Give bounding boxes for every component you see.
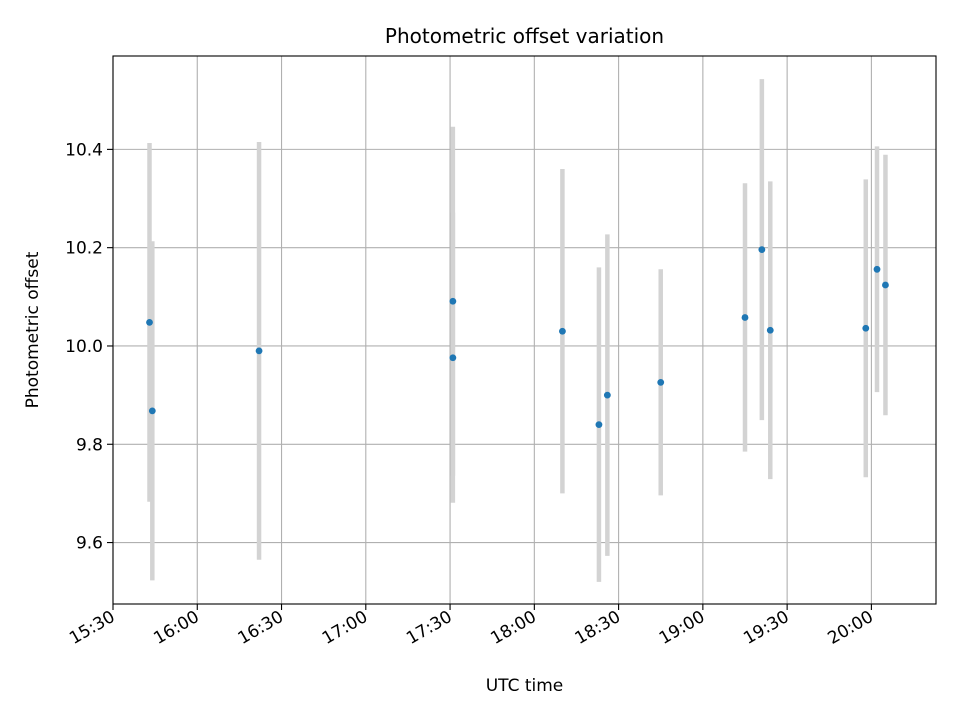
y-axis-label: Photometric offset: [23, 251, 43, 408]
grid: [112, 56, 936, 604]
data-point: [766, 326, 774, 334]
data-point: [603, 391, 611, 399]
data-point: [559, 327, 566, 335]
chart-title: Photometric offset variation: [385, 24, 664, 48]
x-axis-label: UTC time: [486, 676, 564, 696]
data-points: [146, 246, 889, 429]
data-point: [873, 265, 881, 273]
data-point: [758, 246, 766, 254]
y-axis-ticks: 9.6 9.8 10.0 10.2 10.4: [65, 140, 113, 554]
data-point: [741, 314, 749, 321]
data-point: [148, 407, 156, 415]
data-point: [595, 421, 603, 429]
data-point: [657, 378, 665, 386]
data-point: [882, 281, 889, 289]
data-point: [146, 318, 153, 326]
data-point: [449, 297, 457, 305]
y-tick-label: 10.0: [65, 337, 103, 357]
y-tick-label: 9.8: [76, 435, 103, 455]
y-tick-label: 10.2: [65, 239, 103, 259]
data-point: [255, 347, 263, 355]
y-tick-label: 10.4: [65, 140, 103, 160]
plot-frame: [112, 55, 937, 605]
data-point: [862, 324, 870, 332]
y-tick-label: 9.6: [76, 534, 103, 554]
data-point: [449, 354, 457, 362]
